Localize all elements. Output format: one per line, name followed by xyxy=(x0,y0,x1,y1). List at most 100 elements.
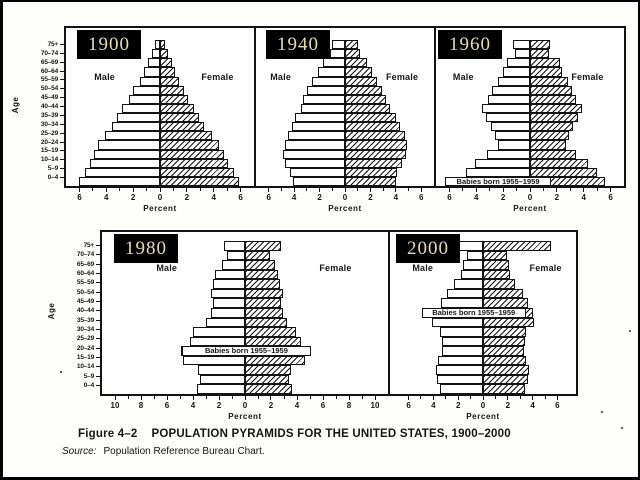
female-bar xyxy=(530,131,569,141)
female-bar xyxy=(530,49,549,59)
age-row-50–54 xyxy=(436,85,624,95)
female-bar xyxy=(483,336,526,347)
male-bar xyxy=(196,384,245,394)
age-row-25–29 xyxy=(436,131,624,141)
x-axis-tick-label: 2 xyxy=(130,193,136,202)
female-bar xyxy=(483,374,528,385)
male-bar xyxy=(215,269,245,280)
age-row-55–59 xyxy=(436,76,624,86)
year-badge-2000: 2000 xyxy=(396,234,460,263)
pyramid-panel-1960: 1960 Male Female Babies born 1955–1959 6 4 2 0 2… xyxy=(434,28,624,213)
female-bar xyxy=(483,365,529,375)
age-axis-title: Age xyxy=(46,302,56,320)
female-bar xyxy=(483,384,526,394)
x-axis-tick-label: 2 xyxy=(554,193,560,202)
age-axis-label: 10–14 xyxy=(56,362,100,371)
age-row-45–49 xyxy=(390,298,576,308)
female-bar xyxy=(160,176,240,186)
female-bar xyxy=(160,85,185,95)
female-bar xyxy=(245,269,278,280)
x-axis-tick-label: 4 xyxy=(393,193,399,202)
male-bar xyxy=(291,122,345,132)
male-bar xyxy=(104,131,160,141)
male-bar xyxy=(285,158,345,168)
male-bar xyxy=(435,365,483,375)
x-axis-tick xyxy=(78,188,80,192)
age-row-25–29 xyxy=(256,131,434,141)
pyramid-panel-1900: 1900 Male Female 6 4 2 0 2 4 6 Percent xyxy=(66,28,254,213)
x-axis-tick-label: 6 xyxy=(320,401,326,410)
age-row-45–49 xyxy=(102,298,388,308)
female-bar xyxy=(345,67,372,77)
x-axis-tick-label: 4 xyxy=(294,401,300,410)
scan-speck xyxy=(629,330,631,332)
age-row-60–64 xyxy=(390,269,576,280)
age-row-40–44 xyxy=(256,103,434,113)
age-row-70–74 xyxy=(102,250,388,261)
male-bar xyxy=(463,260,483,270)
male-bar xyxy=(488,94,530,104)
age-row-40–44 xyxy=(102,307,388,318)
pyramid-row-top: Age 75+ 70–74 65–69 60–64 55–59 50–54 45–49 40–… xyxy=(11,26,626,213)
age-row-65–69 xyxy=(256,58,434,68)
figure-caption-label: Figure 4–2 xyxy=(78,428,138,440)
age-row-15–19 xyxy=(256,149,434,159)
female-bar xyxy=(530,85,572,95)
pyramid-bars-1940 xyxy=(256,40,434,186)
age-row-35–39 xyxy=(256,113,434,123)
male-bar xyxy=(282,149,345,159)
year-badge-1960: 1960 xyxy=(438,30,502,59)
x-axis-tick xyxy=(408,396,410,400)
scan-speck xyxy=(396,130,398,132)
male-bar xyxy=(122,103,160,113)
female-bar xyxy=(245,241,282,251)
x-axis-tick-label: 4 xyxy=(190,401,196,410)
x-axis-minor-tick xyxy=(569,188,571,191)
age-row-10–14 xyxy=(66,158,254,168)
x-axis-minor-tick xyxy=(470,396,472,399)
percent-axis-label: Percent xyxy=(143,204,177,213)
male-bar xyxy=(139,76,160,86)
male-bar xyxy=(492,85,530,95)
age-row-0–4 xyxy=(390,384,576,394)
age-axis-top: Age 75+ 70–74 65–69 60–64 55–59 50–54 45–49 40–… xyxy=(11,26,64,184)
age-axis-label: 50–54 xyxy=(20,84,64,93)
age-row-35–39 xyxy=(436,113,624,123)
pyramid-panel-1980: 1980 Male Female Babies born 1955–1959 10 8 6 4… xyxy=(102,232,388,421)
age-axis-label: 70–74 xyxy=(20,49,64,58)
age-axis-label: 20–24 xyxy=(20,138,64,147)
x-axis-tick xyxy=(348,396,350,400)
age-row-5–9 xyxy=(256,167,434,177)
female-bar xyxy=(160,94,189,104)
female-bar xyxy=(483,355,527,366)
pyramid-bars-1900 xyxy=(66,40,254,186)
male-label: Male xyxy=(94,72,115,82)
age-row-70–74 xyxy=(256,49,434,59)
age-axis-label: 35–39 xyxy=(56,316,100,325)
age-row-70–74 xyxy=(66,49,254,59)
male-label: Male xyxy=(156,263,178,273)
x-axis-minor-tick xyxy=(361,396,363,399)
pyramid-panel-1940: 1940 Male Female 6 4 2 0 2 4 6 Percent xyxy=(254,28,434,213)
age-row-5–9 xyxy=(390,374,576,385)
male-bar xyxy=(318,67,345,77)
male-bar xyxy=(432,317,483,328)
female-bar xyxy=(345,149,407,159)
year-badge-1980: 1980 xyxy=(114,234,178,263)
male-bar xyxy=(512,40,530,50)
x-axis-tick-label: 6 xyxy=(266,193,271,202)
age-row-15–19 xyxy=(102,355,388,366)
age-row-10–14 xyxy=(436,158,624,168)
annotation-babies-born: Babies born 1955–1959 xyxy=(445,176,551,186)
x-axis-tick xyxy=(240,188,242,192)
age-row-60–64 xyxy=(436,67,624,77)
age-row-65–69 xyxy=(102,260,388,270)
male-bar xyxy=(98,140,160,150)
age-row-75+ xyxy=(256,40,434,50)
age-axis-label: 35–39 xyxy=(20,111,64,120)
age-axis-label: 0–4 xyxy=(20,173,64,182)
female-bar xyxy=(483,260,510,270)
age-row-5–9 xyxy=(102,374,388,385)
female-bar xyxy=(160,49,169,59)
male-bar xyxy=(466,250,483,261)
